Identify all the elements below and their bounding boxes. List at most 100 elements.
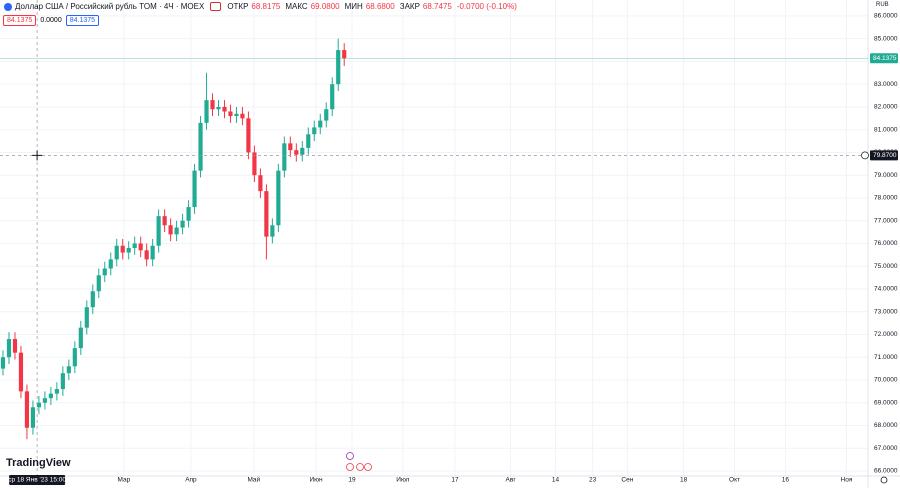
logo[interactable]: TradingView [6,457,71,469]
candle-body [264,191,269,237]
candle-body [342,50,347,59]
quotes: 84.1375 0.0000 84.1375 [3,15,100,26]
last-price-box [870,53,898,64]
x-tick-label: Май [247,476,260,484]
add-alert [861,151,869,160]
candle-body [0,357,6,369]
candle-body [78,327,83,349]
candle-body [30,407,36,428]
candle-body [150,245,155,260]
y-tick-label: 66.0000 [874,468,898,475]
crosshair-x-label: ср 18 Янв '23 15:00 [8,477,66,484]
change: -0.0700 (-0.10%) [456,2,517,11]
candle-body [192,170,197,208]
market-status [210,2,222,11]
candle-body [156,216,161,246]
x-tick-label: 17 [451,477,459,484]
stat-label: ЗАКР [399,2,420,11]
settings-icon [880,476,888,484]
y-tick-label: 83.0000 [874,81,898,88]
x-tick-label: 18 [680,477,688,484]
candle-body [168,225,173,235]
header: Доллар США / Российский рубль TOM · 4Ч ·… [4,2,519,11]
stat-value: 68.6800 [365,2,395,11]
candle-body [228,111,233,117]
candle-body [258,175,263,192]
x-tick-label: 16 [782,477,790,484]
candle-body [330,84,335,110]
ask[interactable]: 84.1375 [65,15,100,26]
candle-body [6,339,12,358]
y-tick-label: 85.0000 [874,35,898,42]
candle-body [282,143,287,171]
candle-body [126,248,131,253]
candle-body [12,339,18,353]
y-tick-label: 67.0000 [874,445,898,452]
candle-body [318,120,323,128]
y-tick-label: 75.0000 [874,263,898,270]
currency[interactable]: RUB [876,2,889,8]
y-tick-label: 81.0000 [874,126,898,133]
x-tick-label: 14 [552,477,560,484]
y-tick-label: 76.0000 [874,240,898,247]
candle-body [294,150,299,155]
crosshair-y-box [870,150,898,161]
crosshair-x-box [9,475,66,485]
symbol[interactable]: Доллар США / Российский рубль TOM · 4Ч ·… [15,2,205,11]
candle-body [324,109,329,121]
candle-body [240,113,245,119]
candle-body [42,398,47,403]
candle-body [186,207,191,221]
candle-body [198,122,203,171]
candle-body [102,268,107,276]
x-tick-label: Июн [310,477,324,484]
candle-body [90,291,95,308]
candle-body [270,225,275,237]
x-tick-label: 23 [589,477,597,484]
candle-body [174,227,179,235]
event-icon [346,452,354,460]
candle-body [300,147,305,155]
candle-body [210,100,215,110]
bid[interactable]: 84.1375 [3,15,37,26]
y-tick-label: 77.0000 [874,217,898,224]
y-tick-label: 79.0000 [874,172,898,179]
candle-body [54,389,59,394]
candle-body [246,118,251,153]
candle-body [222,106,227,112]
candle-body [114,245,119,260]
stat-value: 69.0800 [310,2,340,11]
candle-body [276,170,281,226]
event-icon [346,463,354,471]
spread: 0.0000 [40,17,62,24]
candle-body [138,243,143,251]
crosshair-cursor [32,150,43,161]
y-tick-label: 70.0000 [874,377,898,384]
candle-body [336,50,341,85]
last-price-label: 84.1375 [873,55,897,62]
y-tick-label: 74.0000 [874,286,898,293]
x-tick-label: 19 [348,477,356,484]
y-tick-label: 82.0000 [874,104,898,111]
candle-body [60,373,65,390]
candle-body [120,245,125,253]
y-tick-label: 69.0000 [874,399,898,406]
x-tick-label: Сен [621,477,633,484]
x-tick-label: Ноя [841,477,853,484]
candle-body [108,259,113,269]
event-icon [364,463,372,471]
event-icon [356,463,364,471]
stat-label: МИН [344,2,363,11]
candle-body [18,352,24,392]
y-tick-label: 78.0000 [874,195,898,202]
candle-body [288,143,293,151]
candle-body [36,402,42,408]
y-tick-label: 72.0000 [874,331,898,338]
stat-value: 68.7475 [422,2,452,11]
y-tick-label: 68.0000 [874,422,898,429]
x-tick-label: Мар [118,477,131,484]
candle-body [24,391,30,428]
candle-body [84,307,89,328]
